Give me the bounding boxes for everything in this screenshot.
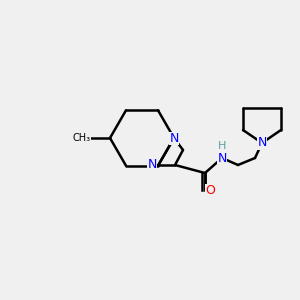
Text: N: N [257, 136, 267, 149]
Text: O: O [205, 184, 215, 196]
Text: N: N [169, 131, 179, 145]
Text: N: N [147, 158, 157, 172]
Text: N: N [217, 152, 227, 164]
Text: H: H [218, 141, 226, 151]
Text: CH₃: CH₃ [73, 133, 91, 143]
